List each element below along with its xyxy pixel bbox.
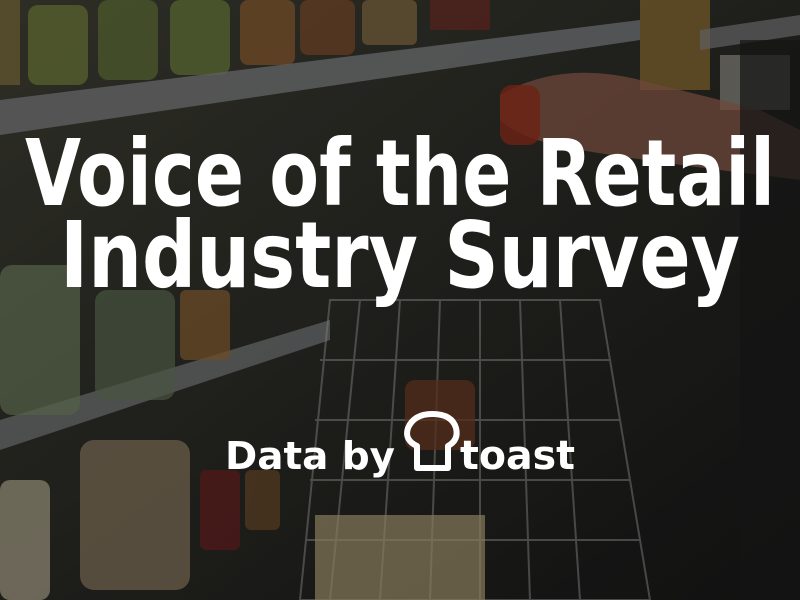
credit-prefix: Data by bbox=[225, 434, 395, 478]
headline-line: Industry Survey bbox=[60, 202, 740, 309]
credit-brand: toast bbox=[460, 433, 575, 479]
toast-logo-icon bbox=[404, 411, 460, 471]
headline-line: Voice of the Retail bbox=[25, 120, 775, 227]
